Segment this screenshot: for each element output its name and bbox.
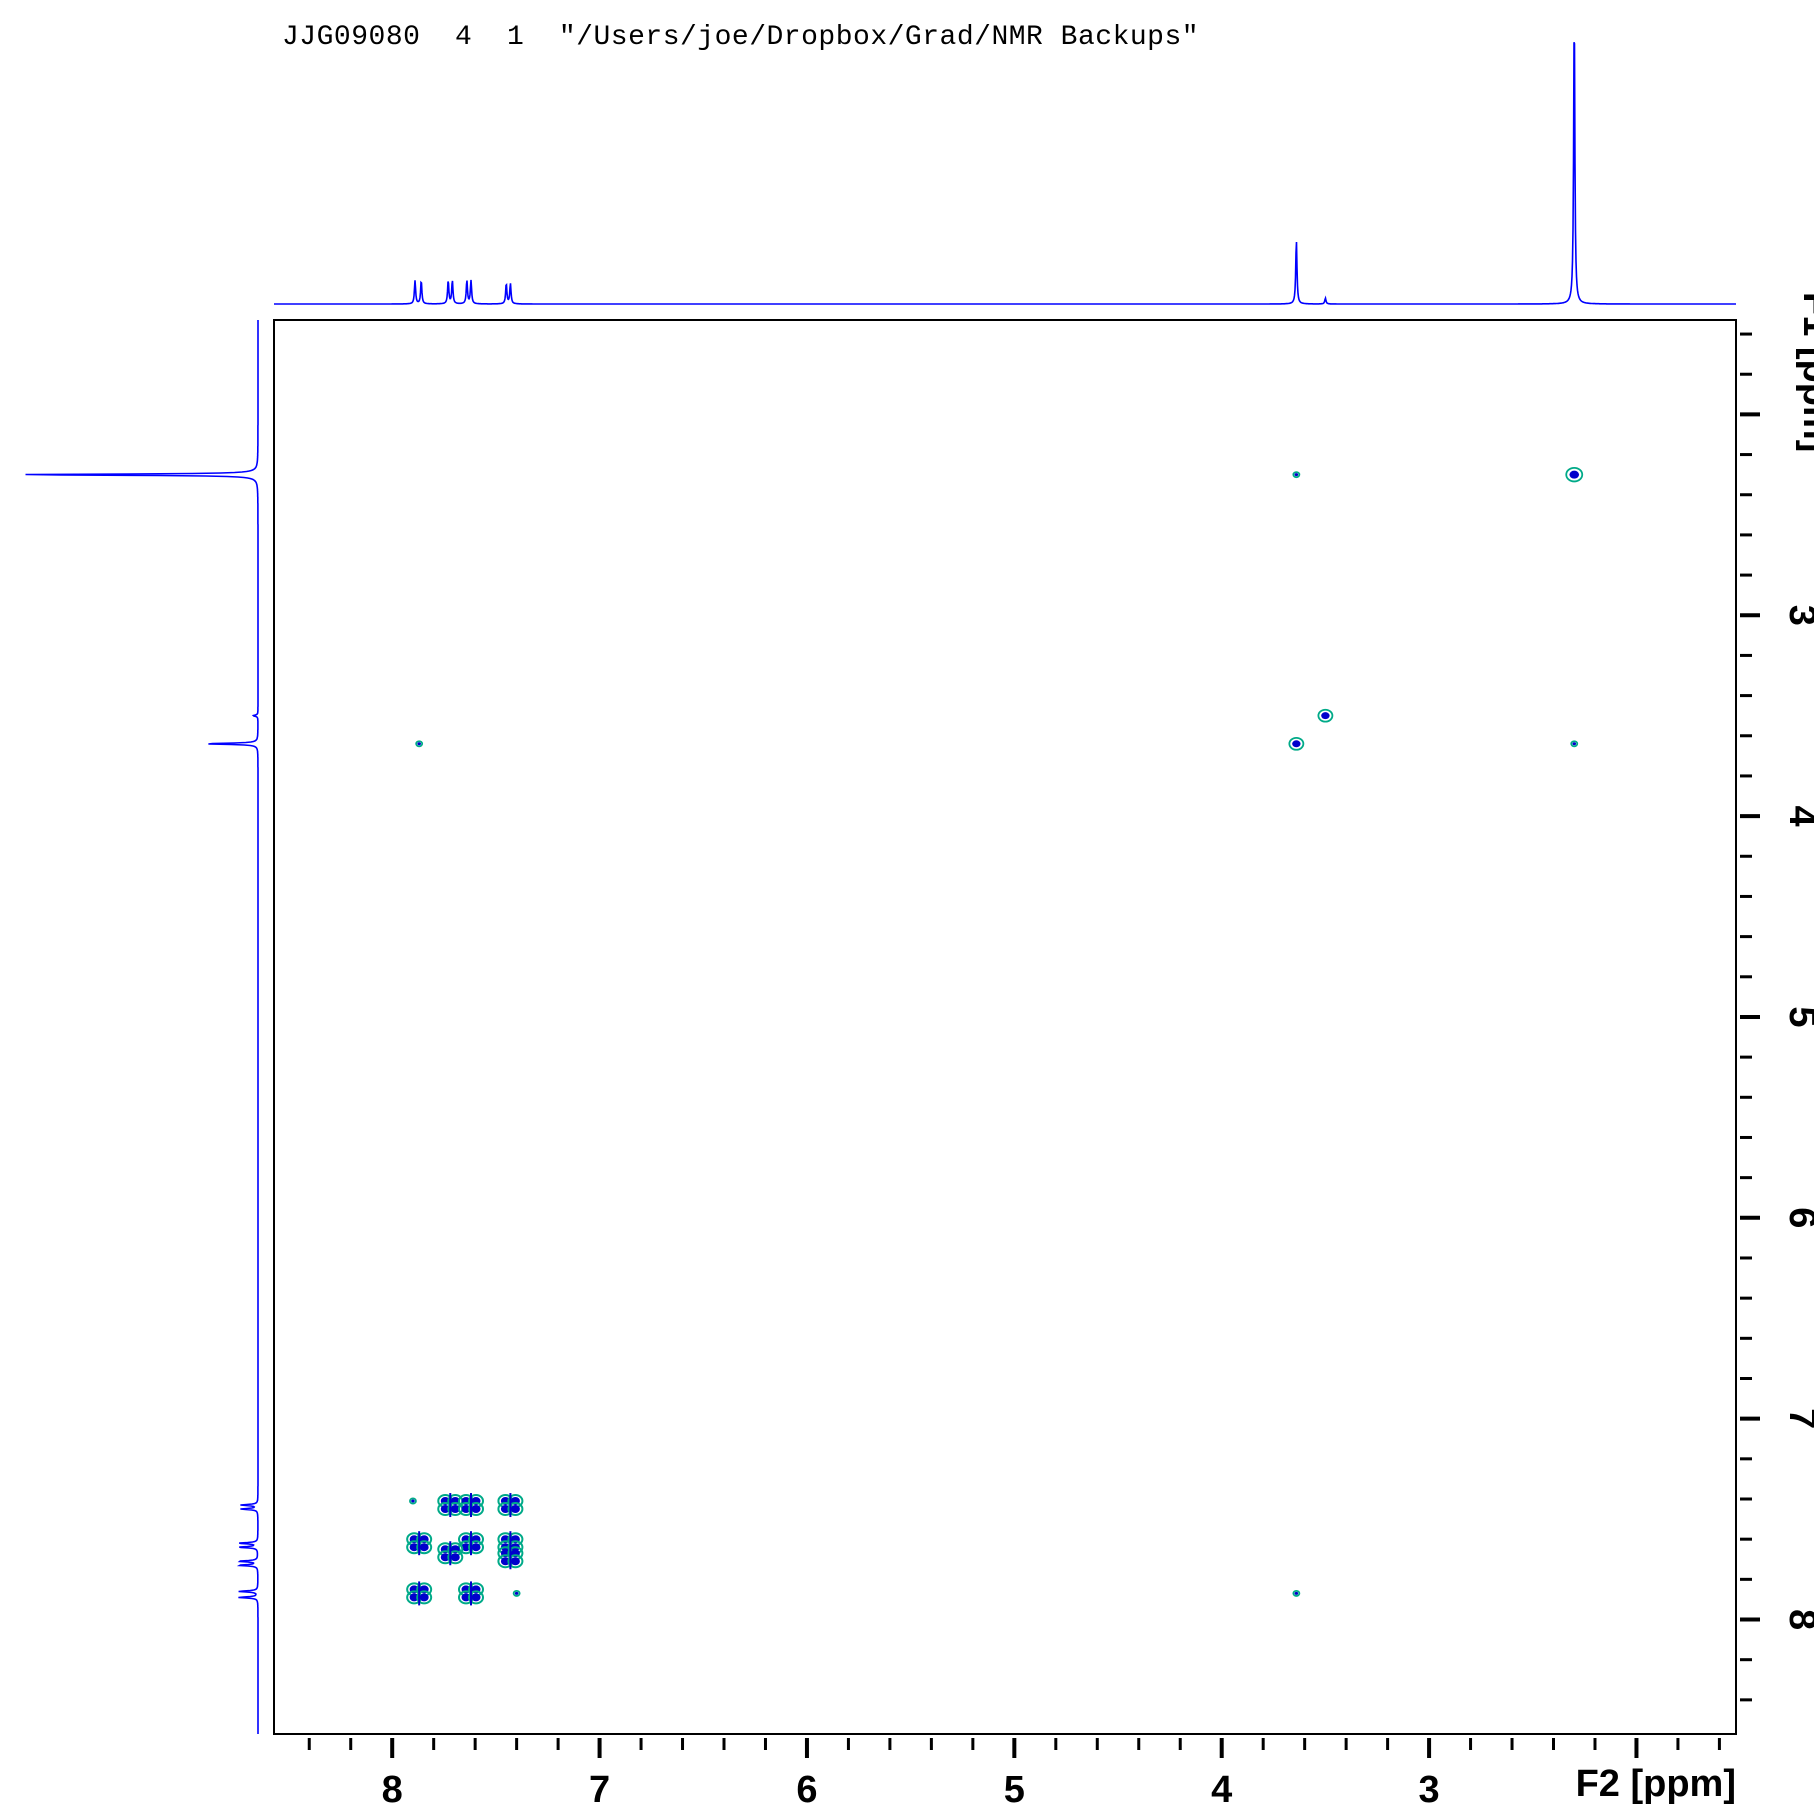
contour-outer (507, 1554, 524, 1569)
cross-peak (415, 740, 424, 748)
dataset-header: JJG09080 4 1 "/Users/joe/Dropbox/Grad/NM… (282, 22, 1199, 53)
contour-inner (419, 1543, 429, 1552)
contour-inner (1292, 740, 1301, 748)
cross-peak (1292, 1589, 1301, 1597)
y-tick-label: 6 (1781, 1207, 1814, 1228)
contour-outer (416, 1540, 433, 1555)
cross-peak (1292, 471, 1301, 479)
contour-inner (514, 1591, 519, 1595)
contour-outer (468, 1502, 485, 1517)
f2-projection (274, 42, 1736, 305)
cross-peak (406, 1581, 433, 1606)
contour-inner (510, 1557, 520, 1566)
contour-outer (468, 1540, 485, 1555)
contour-outer (468, 1590, 485, 1605)
contour-inner (1321, 712, 1330, 720)
f2-projection-trace (274, 42, 1736, 305)
experiment-name: JJG09080 (282, 22, 421, 53)
plot-frame (273, 319, 1737, 1735)
cross-peak (512, 1589, 521, 1597)
x-tick-label: 3 (1419, 1769, 1440, 1805)
cross-peak (437, 1541, 464, 1566)
cross-peak (409, 1497, 417, 1505)
contour-inner (1569, 470, 1580, 479)
contour-outer (1292, 471, 1301, 479)
cross-peak (406, 1531, 433, 1556)
cross-peak (458, 1531, 485, 1556)
f1-projection-trace (25, 320, 259, 1734)
y-tick-label: 3 (1781, 605, 1814, 626)
y-tick-label: 5 (1781, 1006, 1814, 1027)
contour-outer (447, 1550, 464, 1565)
expno: 4 (455, 22, 473, 53)
contour-outer (1570, 740, 1579, 748)
contour-outer (409, 1497, 417, 1505)
contour-outer (512, 1589, 521, 1597)
x-tick-label: 4 (1211, 1769, 1232, 1805)
procno: 1 (506, 22, 525, 53)
contour-inner (411, 1499, 415, 1503)
contour-inner (1572, 742, 1577, 746)
cross-peak (1317, 708, 1334, 723)
y-axis-title: F1 [ppm] (1795, 292, 1814, 452)
x-axis[interactable]: 8 7 6 5 4 3 (307, 1738, 1721, 1805)
x-tick-label: 7 (589, 1769, 610, 1805)
cross-peak (497, 1545, 524, 1570)
contour-inner (419, 1593, 429, 1602)
cross-peak (1565, 466, 1584, 483)
contour-outer (1292, 1589, 1301, 1597)
f1-projection (25, 320, 259, 1734)
contour-inner (1294, 1591, 1299, 1595)
y-axis[interactable]: 3 4 5 6 7 8 (1740, 332, 1814, 1702)
cross-peak (497, 1493, 524, 1518)
contour-outer (1288, 736, 1305, 751)
cross-peak (1288, 736, 1305, 751)
x-axis-title: F2 [ppm] (1576, 1763, 1736, 1805)
y-tick-label: 4 (1781, 806, 1814, 827)
contour-inner (1294, 473, 1299, 477)
contour-outer (415, 740, 424, 748)
x-tick-label: 5 (1004, 1769, 1025, 1805)
contour-inner (471, 1543, 481, 1552)
x-tick-label: 6 (796, 1769, 817, 1805)
data-path: "/Users/joe/Dropbox/Grad/NMR Backups" (558, 22, 1200, 53)
contour-outer (1565, 466, 1584, 483)
contour-outer (507, 1502, 524, 1517)
y-tick-label: 7 (1781, 1408, 1814, 1429)
contour-inner (450, 1553, 460, 1562)
cross-peak (437, 1493, 464, 1518)
contour-inner (417, 742, 421, 746)
cross-peak (458, 1581, 485, 1606)
contour-inner (510, 1505, 520, 1514)
x-tick-label: 8 (382, 1769, 403, 1805)
contour-outer (1317, 708, 1334, 723)
contour-inner (471, 1593, 481, 1602)
y-tick-label: 8 (1781, 1609, 1814, 1630)
contour-outer (416, 1590, 433, 1605)
cross-peak (1570, 740, 1579, 748)
contour-inner (471, 1505, 481, 1514)
cross-peak (458, 1493, 485, 1518)
contour-area (406, 466, 1584, 1606)
